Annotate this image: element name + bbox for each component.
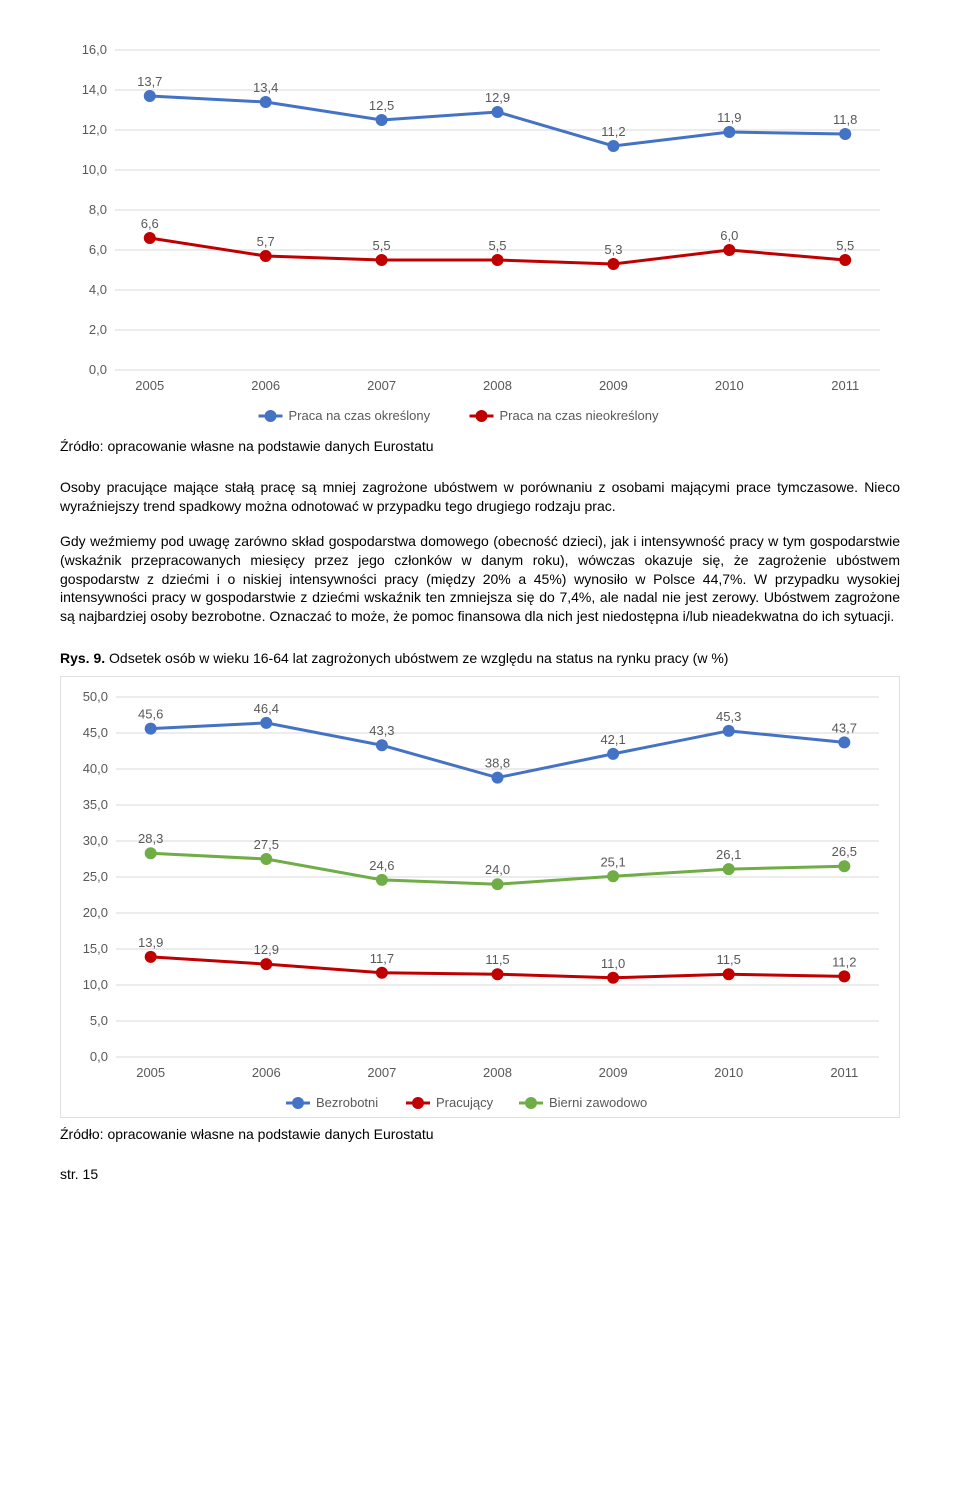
svg-text:2005: 2005 <box>135 378 164 393</box>
svg-text:50,0: 50,0 <box>83 689 108 704</box>
svg-text:43,3: 43,3 <box>369 723 394 738</box>
svg-text:43,7: 43,7 <box>832 721 857 736</box>
svg-text:6,6: 6,6 <box>141 216 159 231</box>
svg-text:2,0: 2,0 <box>89 322 107 337</box>
svg-text:10,0: 10,0 <box>83 977 108 992</box>
svg-text:11,2: 11,2 <box>601 124 625 139</box>
svg-text:2005: 2005 <box>136 1065 165 1080</box>
svg-text:15,0: 15,0 <box>83 941 108 956</box>
page-number: str. 15 <box>60 1166 900 1182</box>
svg-text:25,1: 25,1 <box>600 855 625 870</box>
svg-text:12,9: 12,9 <box>254 942 279 957</box>
svg-text:13,7: 13,7 <box>137 74 162 89</box>
svg-text:2007: 2007 <box>367 378 396 393</box>
svg-text:11,5: 11,5 <box>485 952 509 967</box>
svg-text:13,4: 13,4 <box>253 80 278 95</box>
figure-9-caption: Rys. 9. Odsetek osób w wieku 16-64 lat z… <box>60 650 900 666</box>
svg-text:4,0: 4,0 <box>89 282 107 297</box>
svg-text:45,0: 45,0 <box>83 725 108 740</box>
chart-1: 0,0 2,0 4,0 6,0 8,0 10,0 12,0 14,0 16,0 2005 2006 2… <box>60 30 900 430</box>
source-2: Źródło: opracowanie własne na podstawie … <box>60 1126 900 1142</box>
svg-text:2007: 2007 <box>367 1065 396 1080</box>
svg-text:26,5: 26,5 <box>832 844 857 859</box>
svg-text:40,0: 40,0 <box>83 761 108 776</box>
paragraph-2: Gdy weźmiemy pod uwagę zarówno skład gos… <box>60 532 900 626</box>
svg-text:14,0: 14,0 <box>82 82 107 97</box>
svg-text:13,9: 13,9 <box>138 935 163 950</box>
figure-9-label: Rys. 9. <box>60 650 105 666</box>
svg-text:2009: 2009 <box>599 1065 628 1080</box>
svg-text:Bierni zawodowo: Bierni zawodowo <box>549 1095 647 1110</box>
chart-2: 0,0 5,0 10,0 15,0 20,0 25,0 30,0 35,0 40,0 45,0 50… <box>60 676 900 1118</box>
svg-text:12,5: 12,5 <box>369 98 394 113</box>
svg-text:Praca na czas nieokreślony: Praca na czas nieokreślony <box>500 408 659 423</box>
svg-text:2006: 2006 <box>251 378 280 393</box>
svg-text:24,6: 24,6 <box>369 858 394 873</box>
svg-text:46,4: 46,4 <box>254 701 279 716</box>
svg-text:5,3: 5,3 <box>604 242 622 257</box>
svg-text:11,7: 11,7 <box>370 951 394 966</box>
svg-text:12,0: 12,0 <box>82 122 107 137</box>
svg-text:Bezrobotni: Bezrobotni <box>316 1095 378 1110</box>
svg-text:26,1: 26,1 <box>716 847 741 862</box>
svg-text:11,5: 11,5 <box>717 952 741 967</box>
svg-text:6,0: 6,0 <box>720 228 738 243</box>
svg-text:11,8: 11,8 <box>833 112 857 127</box>
svg-text:11,2: 11,2 <box>832 955 856 970</box>
svg-text:2011: 2011 <box>830 1065 858 1080</box>
svg-text:45,6: 45,6 <box>138 707 163 722</box>
svg-text:38,8: 38,8 <box>485 756 510 771</box>
svg-text:45,3: 45,3 <box>716 709 741 724</box>
svg-text:8,0: 8,0 <box>89 202 107 217</box>
svg-text:5,7: 5,7 <box>257 234 275 249</box>
svg-text:0,0: 0,0 <box>90 1049 108 1064</box>
svg-text:2008: 2008 <box>483 378 512 393</box>
svg-text:5,5: 5,5 <box>373 238 391 253</box>
svg-text:28,3: 28,3 <box>138 831 163 846</box>
svg-text:2011: 2011 <box>831 378 859 393</box>
svg-text:Pracujący: Pracujący <box>436 1095 494 1110</box>
svg-text:12,9: 12,9 <box>485 90 510 105</box>
svg-text:35,0: 35,0 <box>83 797 108 812</box>
svg-text:Praca na czas określony: Praca na czas określony <box>289 408 431 423</box>
source-1: Źródło: opracowanie własne na podstawie … <box>60 438 900 454</box>
svg-text:2010: 2010 <box>715 378 744 393</box>
svg-text:0,0: 0,0 <box>89 362 107 377</box>
svg-text:11,0: 11,0 <box>601 956 625 971</box>
svg-text:11,9: 11,9 <box>717 110 741 125</box>
svg-text:5,0: 5,0 <box>90 1013 108 1028</box>
svg-text:5,5: 5,5 <box>488 238 506 253</box>
svg-text:2009: 2009 <box>599 378 628 393</box>
svg-text:27,5: 27,5 <box>254 837 279 852</box>
svg-text:24,0: 24,0 <box>485 862 510 877</box>
svg-text:30,0: 30,0 <box>83 833 108 848</box>
svg-text:16,0: 16,0 <box>82 42 107 57</box>
svg-text:5,5: 5,5 <box>836 238 854 253</box>
svg-text:2010: 2010 <box>714 1065 743 1080</box>
svg-text:42,1: 42,1 <box>600 732 625 747</box>
svg-text:25,0: 25,0 <box>83 869 108 884</box>
paragraph-1: Osoby pracujące mające stałą pracę są mn… <box>60 478 900 516</box>
svg-text:10,0: 10,0 <box>82 162 107 177</box>
svg-text:6,0: 6,0 <box>89 242 107 257</box>
svg-text:2008: 2008 <box>483 1065 512 1080</box>
svg-text:2006: 2006 <box>252 1065 281 1080</box>
svg-text:20,0: 20,0 <box>83 905 108 920</box>
figure-9-text: Odsetek osób w wieku 16-64 lat zagrożony… <box>105 650 728 666</box>
